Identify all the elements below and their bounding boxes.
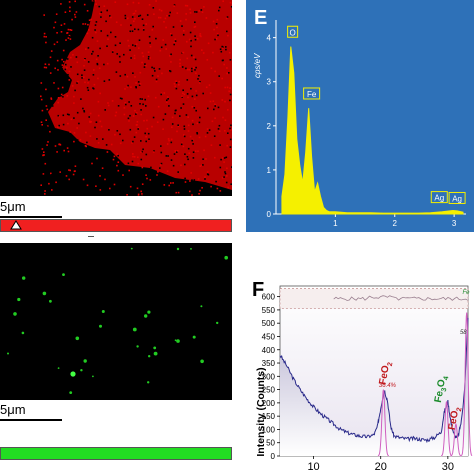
y-tick-label-f: 450 xyxy=(262,332,276,341)
peak-annotation: FeO2 xyxy=(378,361,395,386)
scale-bar-top xyxy=(0,216,62,218)
ag-map-canvas xyxy=(7,247,228,394)
xrd-pattern-panel: F Intensity (Counts) 0 50 100 150 200 250 300 3… xyxy=(246,270,474,474)
colorbar-green xyxy=(0,447,232,460)
peak-label-box xyxy=(303,87,321,100)
y-tick-label-f: 350 xyxy=(262,359,276,368)
y-axis-label-f: Intensity (Counts) xyxy=(255,367,267,456)
colorbar-red xyxy=(0,219,232,232)
peak-annotation: Fe xyxy=(462,290,470,296)
peak-annotation: Fe3O4 xyxy=(433,375,451,404)
y-tick-label-e: 3 xyxy=(267,78,272,87)
peak-annotation: 58 xyxy=(460,330,467,336)
xrd-area-fill xyxy=(280,317,468,456)
x-tick-label-f: 10 xyxy=(307,461,319,473)
peak-annotation: 36.4% xyxy=(379,383,397,389)
peak-label: Ag xyxy=(434,194,444,203)
eds-spectrum-trace xyxy=(281,46,464,215)
y-tick-label-f: 400 xyxy=(262,346,276,355)
y-tick-label-e: 0 xyxy=(267,210,272,219)
y-tick-label-f: 100 xyxy=(262,425,276,434)
x-tick-label-e: 1 xyxy=(333,219,338,228)
xrd-trace xyxy=(279,317,469,444)
peak-label-box xyxy=(430,191,448,204)
tick-mark xyxy=(88,236,94,237)
y-tick-label-e: 2 xyxy=(267,122,272,131)
y-tick-label-f: 300 xyxy=(262,372,276,381)
fe-speckle-layer xyxy=(40,0,232,196)
panel-letter-e: E xyxy=(254,7,267,29)
fe-elemental-map xyxy=(0,0,232,196)
eds-spectrum-chart: E cps/eV 0 1 2 3 4 1 2 3 O Fe Ag Ag xyxy=(253,7,466,228)
fe-distribution-region xyxy=(48,0,232,190)
scale-bar-label-bottom: 5μm xyxy=(0,402,26,417)
peak-label: Fe xyxy=(307,90,317,99)
xrd-pattern-chart: F Intensity (Counts) 0 50 100 150 200 250 300 3… xyxy=(252,279,473,473)
residual-band xyxy=(279,288,469,309)
y-tick-label-f: 0 xyxy=(271,452,276,461)
peak-annotation: FeO2 xyxy=(447,406,464,431)
peak-label: Ag xyxy=(452,194,462,203)
y-tick-label-f: 250 xyxy=(262,386,276,395)
fitted-peak xyxy=(377,389,390,457)
panel-letter-f: F xyxy=(252,279,264,301)
y-tick-label-f: 50 xyxy=(266,439,275,448)
ag-bright-spot xyxy=(70,371,76,377)
colorbar-slider-marker[interactable] xyxy=(10,220,22,230)
fitted-peak xyxy=(450,422,462,457)
y-tick-label-e: 1 xyxy=(267,166,272,175)
y-axis-label-e: cps/eV xyxy=(253,53,262,78)
y-tick-label-f: 600 xyxy=(262,293,276,302)
scale-bar-label-top: 5μm xyxy=(0,199,26,214)
scale-bar-bottom xyxy=(0,419,62,421)
fitted-peak xyxy=(440,401,453,457)
y-tick-label-f: 550 xyxy=(262,306,276,315)
y-tick-label-f: 500 xyxy=(262,319,276,328)
fe-map-canvas xyxy=(40,0,232,196)
peak-label: O xyxy=(290,28,296,37)
x-tick-label-e: 3 xyxy=(452,219,457,228)
y-tick-label-e: 4 xyxy=(267,34,272,43)
x-tick-label-f: 20 xyxy=(375,461,387,473)
residual-trace xyxy=(333,295,469,301)
ag-elemental-map xyxy=(0,243,232,400)
y-tick-label-f: 200 xyxy=(262,399,276,408)
y-tick-label-f: 150 xyxy=(262,412,276,421)
fitted-peak xyxy=(460,312,473,457)
x-tick-label-f: 30 xyxy=(442,461,454,473)
eds-spectrum-panel: E cps/eV 0 1 2 3 4 1 2 3 O Fe Ag Ag xyxy=(246,0,474,232)
peak-label-box xyxy=(287,25,299,38)
ag-dot-layer xyxy=(7,247,228,394)
x-tick-label-e: 2 xyxy=(393,219,398,228)
peak-label-box xyxy=(448,191,466,204)
